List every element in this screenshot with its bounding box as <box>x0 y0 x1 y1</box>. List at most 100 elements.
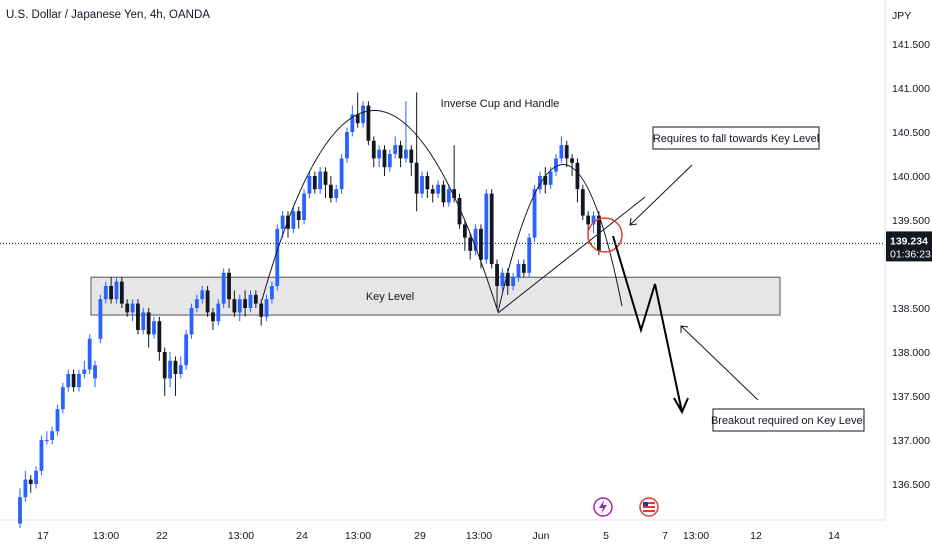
candle-body <box>259 303 264 317</box>
breakout-circle-marker[interactable] <box>587 217 623 253</box>
candle-body <box>538 176 542 190</box>
time-tick-label: 13:00 <box>683 530 709 542</box>
callout-top-arrow <box>629 164 693 226</box>
candle-body <box>221 272 226 304</box>
price-tick-label: 137.000 <box>892 435 930 447</box>
candle-body <box>420 176 424 194</box>
candle-body <box>125 303 130 313</box>
candle-body <box>559 145 564 159</box>
callout-top-arrowhead <box>629 217 638 226</box>
candle-body <box>554 158 558 172</box>
candle-body <box>275 228 280 286</box>
time-tick-label: 29 <box>414 530 426 542</box>
callout-bottom-arrow <box>680 325 759 401</box>
candle-body <box>516 264 521 278</box>
candle-body <box>511 277 516 286</box>
candle-body <box>119 281 124 304</box>
key-level-box[interactable] <box>90 276 781 316</box>
candle-body <box>371 140 376 159</box>
candle-body <box>44 440 49 441</box>
time-tick-label: 12 <box>750 530 762 542</box>
candle-body <box>457 198 462 225</box>
candle-body <box>361 105 365 124</box>
currency-label: JPY <box>892 10 911 22</box>
candle-body <box>307 176 312 194</box>
price-tick-label: 140.500 <box>892 127 930 139</box>
candle-body <box>398 145 403 159</box>
candle-body <box>318 171 323 190</box>
lightning-event-icon[interactable] <box>593 497 613 517</box>
candle-body <box>521 264 526 273</box>
trend-line[interactable] <box>497 196 646 314</box>
time-tick-label: 17 <box>37 530 49 542</box>
handle-arc[interactable] <box>497 164 623 313</box>
candle-body <box>39 440 44 471</box>
candle-body <box>200 290 205 300</box>
time-tick-label: 14 <box>828 530 840 542</box>
candle-body <box>286 215 290 229</box>
candle-body <box>345 132 349 159</box>
candle-body <box>296 211 301 220</box>
callout-bottom-arrowhead <box>680 325 689 333</box>
candle-body <box>162 352 167 379</box>
candle-body <box>586 215 591 225</box>
candle-body <box>484 193 489 260</box>
time-tick-label: 22 <box>156 530 168 542</box>
price-tick-label: 139.500 <box>892 215 930 227</box>
candle-body <box>489 193 494 264</box>
time-tick-label: 7 <box>662 530 668 542</box>
cup-label: Inverse Cup and Handle <box>441 98 560 110</box>
candle-body <box>50 431 55 440</box>
candle-body <box>366 105 371 141</box>
candle-body <box>264 299 269 317</box>
candle-body <box>543 176 548 185</box>
candle-body <box>548 171 553 185</box>
candle-body <box>312 176 317 190</box>
candle-body <box>141 312 146 330</box>
callout-top-box[interactable] <box>652 126 820 150</box>
candle-body <box>248 294 253 308</box>
candle-body <box>227 272 231 300</box>
chart-title: U.S. Dollar / Japanese Yen, 4h, OANDA <box>6 9 210 21</box>
callout-bottom-text: Breakout required on Key Level <box>711 415 865 427</box>
candle-body <box>82 369 87 374</box>
projection-path[interactable] <box>612 235 683 413</box>
cup-arc[interactable] <box>261 110 499 313</box>
candle-body <box>114 281 119 300</box>
candle-body <box>462 224 467 238</box>
candle-body <box>393 145 398 154</box>
bar-countdown: 01:36:23 <box>890 248 931 260</box>
candle-body <box>564 145 569 159</box>
price-tick-label: 141.000 <box>892 83 930 95</box>
candle-body <box>339 158 344 190</box>
candle-body <box>87 338 92 370</box>
candle-body <box>334 189 339 198</box>
time-tick-label: Jun <box>533 530 550 542</box>
candle-body <box>302 193 306 220</box>
candle-body <box>425 176 430 190</box>
candle-body <box>387 154 392 168</box>
candle-body <box>452 189 457 198</box>
callout-bottom-box[interactable] <box>712 408 865 432</box>
candle-body <box>409 149 414 163</box>
candle-body <box>71 374 76 388</box>
candle-body <box>173 360 178 374</box>
candle-body <box>570 158 574 163</box>
candle-body <box>436 184 440 194</box>
candle-body <box>532 189 537 238</box>
candle-body <box>34 470 38 484</box>
candle-body <box>157 321 162 352</box>
time-tick-label: 13:00 <box>345 530 371 542</box>
candle-body <box>55 409 60 432</box>
candle-body <box>350 114 355 132</box>
us-flag-event-icon[interactable] <box>639 497 659 517</box>
candle-body <box>404 149 408 159</box>
candle-body <box>98 299 103 339</box>
candle-body <box>216 303 221 322</box>
time-axis: 17 13:00 22 13:00 24 13:00 29 13:00 Jun 5 7 13:00 12… <box>37 530 840 542</box>
time-tick-label: 13:00 <box>228 530 254 542</box>
candle-body <box>146 312 151 335</box>
candle-body <box>446 189 451 203</box>
